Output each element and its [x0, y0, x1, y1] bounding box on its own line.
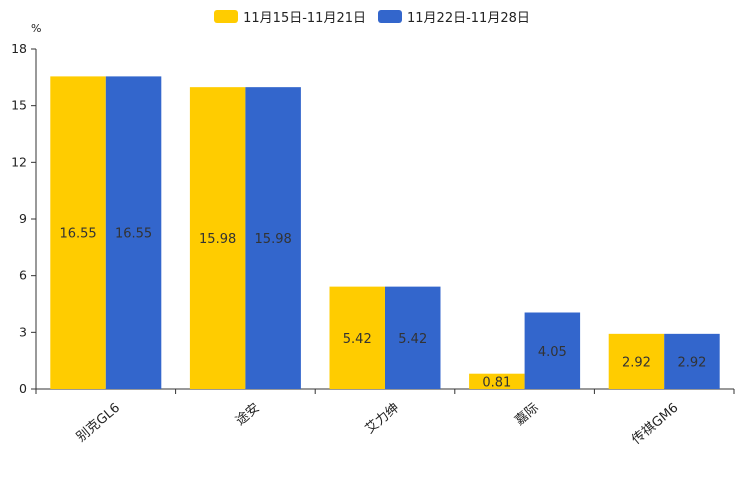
data-label-1-1: 15.98 — [199, 232, 236, 247]
x-tick-label-1: 途安 — [232, 400, 262, 429]
legend-label-series-2: 11月22日-11月28日 — [407, 11, 530, 26]
bar-1-1 — [189, 87, 246, 390]
bar-2-1 — [245, 87, 301, 390]
legend-item-series-2[interactable]: 11月22日-11月28日 — [378, 7, 530, 26]
bar-1-3 — [469, 373, 525, 389]
y-tick-label-1: 3 — [19, 324, 27, 339]
legend: 11月15日-11月21日 11月22日-11月28日 — [0, 7, 744, 26]
x-tick-label-4: 传祺GM6 — [629, 401, 681, 448]
data-label-2-1: 15.98 — [255, 232, 292, 247]
y-tick-label-3: 9 — [19, 211, 27, 226]
y-tick-label-6: 18 — [11, 41, 27, 56]
legend-swatch-series-2 — [378, 10, 402, 23]
y-tick-label-0: 0 — [19, 381, 27, 396]
data-label-2-0: 16.55 — [115, 227, 152, 242]
data-label-2-3: 4.05 — [538, 345, 567, 360]
data-label-2-2: 5.42 — [398, 332, 427, 347]
y-tick-label-4: 12 — [11, 154, 27, 169]
x-tick-label-3: 嘉际 — [512, 401, 542, 429]
legend-swatch-series-1 — [214, 10, 239, 23]
legend-item-series-1[interactable]: 11月15日-11月21日 — [214, 7, 366, 26]
bar-2-0 — [105, 76, 162, 389]
legend-label-series-1: 11月15日-11月21日 — [243, 11, 366, 26]
bar-1-4 — [608, 333, 665, 389]
y-axis-unit: % — [31, 22, 42, 35]
bar-1-2 — [329, 286, 385, 389]
data-label-2-4: 2.92 — [677, 355, 706, 370]
data-label-1-2: 5.42 — [343, 332, 372, 347]
x-tick-label-2: 艾力绅 — [363, 401, 403, 438]
bar-1-0 — [50, 76, 106, 389]
data-label-1-0: 16.55 — [59, 227, 96, 242]
x-tick-label-0: 别克GL6 — [74, 401, 123, 446]
y-tick-label-2: 6 — [19, 268, 27, 283]
bar-2-3 — [524, 312, 581, 389]
y-tick-label-5: 15 — [11, 98, 27, 113]
data-label-1-4: 2.92 — [622, 355, 651, 370]
data-label-1-3: 0.81 — [482, 375, 511, 390]
bar-2-2 — [385, 286, 441, 389]
bar-2-4 — [664, 333, 720, 389]
